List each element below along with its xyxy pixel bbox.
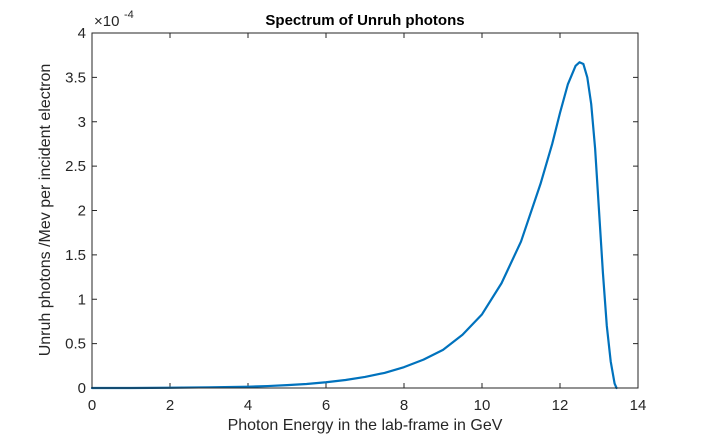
x-tick-label: 2 — [166, 397, 174, 414]
x-tick-label: 4 — [244, 397, 252, 414]
plot-frame — [91, 32, 639, 389]
chart-title: Spectrum of Unruh photons — [265, 12, 464, 29]
x-tick-label: 0 — [88, 397, 96, 414]
y-tick-label: 0 — [78, 380, 86, 397]
y-tick-label: 2.5 — [65, 158, 86, 175]
y-multiplier-base: ×10 — [94, 13, 119, 30]
y-axis-label: Unruh photons /Mev per incident electron — [37, 64, 54, 357]
y-tick-label: 1 — [78, 291, 86, 308]
x-tick-label: 6 — [322, 397, 330, 414]
x-tick-label: 14 — [630, 397, 647, 414]
y-tick-label: 2 — [78, 203, 86, 220]
plot-area — [92, 33, 638, 388]
y-tick-label: 0.5 — [65, 336, 86, 353]
x-tick-label: 8 — [400, 397, 408, 414]
y-tick-label: 3 — [78, 114, 86, 131]
y-tick-label: 1.5 — [65, 247, 86, 264]
y-multiplier-exponent: -4 — [124, 9, 134, 21]
x-tick-label: 12 — [552, 397, 569, 414]
x-tick-label: 10 — [474, 397, 491, 414]
y-tick-label: 3.5 — [65, 69, 86, 86]
tick-labels: 0 2 4 6 8 10 12 14 0 0.5 1 1.5 2 2.5 3 3.5 4 — [65, 25, 646, 414]
series-line — [90, 61, 618, 390]
x-axis-label: Photon Energy in the lab-frame in GeV — [228, 417, 503, 434]
y-tick-label: 4 — [78, 25, 86, 42]
